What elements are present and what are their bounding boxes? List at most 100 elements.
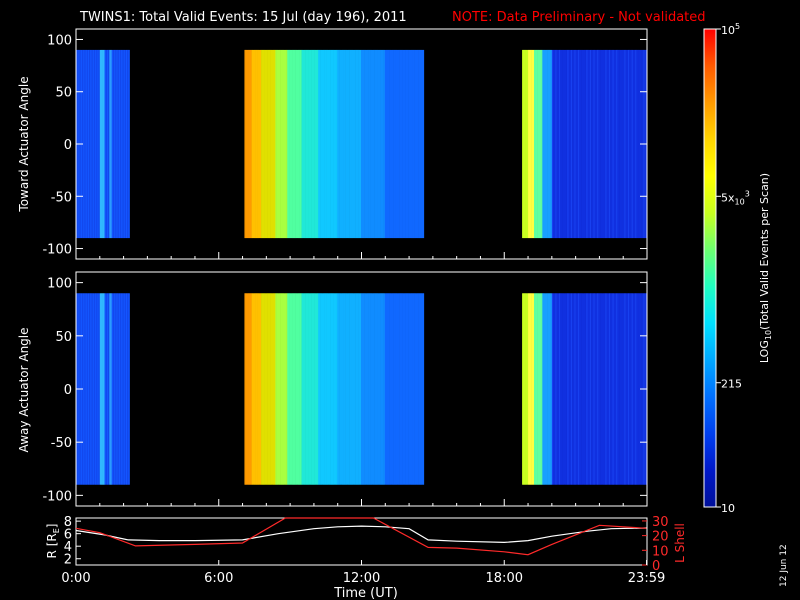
- heatmap-cell: [286, 49, 288, 239]
- heatmap-cell: [529, 293, 531, 485]
- heatmap-cell: [592, 293, 594, 485]
- heatmap-cell: [365, 293, 368, 485]
- heatmap-cell: [396, 293, 399, 485]
- colorbar-strip: [704, 29, 716, 507]
- heatmap-cell: [306, 49, 308, 239]
- heatmap-cell: [375, 49, 377, 239]
- heatmap-cell: [631, 293, 634, 485]
- heatmap-cell: [84, 49, 86, 239]
- heatmap-cell: [281, 293, 283, 485]
- heatmap-cell: [244, 293, 246, 485]
- heatmap-cell: [598, 49, 600, 239]
- heatmap-cell: [365, 49, 368, 239]
- heatmap-cell: [413, 49, 415, 239]
- colorbar-frame: [703, 28, 717, 508]
- heatmap-cell: [273, 293, 275, 485]
- heatmap-cell: [548, 49, 550, 239]
- heatmap-cell: [350, 293, 352, 485]
- heatmap-cell: [591, 49, 593, 239]
- data-note: NOTE: Data Preliminary - Not validated: [452, 10, 706, 25]
- heatmap-cell: [327, 293, 330, 485]
- heatmap-cell: [296, 49, 299, 239]
- heatmap-cell: [313, 293, 315, 485]
- heatmap-cell: [582, 49, 585, 239]
- r-tick-label: 8: [64, 515, 72, 530]
- heatmap-cell: [98, 49, 101, 239]
- l-shell-tick-label: 10: [652, 544, 669, 559]
- heatmap-cell: [336, 49, 338, 239]
- heatmap-cell: [359, 49, 362, 239]
- heatmap-cell: [566, 293, 568, 485]
- heatmap-cell: [123, 49, 126, 239]
- heatmap-cell: [364, 49, 367, 239]
- time-tick-label: 12:00: [343, 571, 380, 586]
- heatmap-cell: [564, 293, 567, 485]
- heatmap-cell: [412, 49, 414, 239]
- heatmap-cell: [541, 49, 543, 239]
- heatmap-cell: [635, 293, 637, 485]
- colorbar-tick-label: 5x103: [721, 189, 750, 206]
- heatmap-cell: [371, 49, 374, 239]
- heatmap-cell: [531, 293, 534, 485]
- heatmap-cell: [315, 293, 318, 485]
- heatmap-cell: [588, 49, 591, 239]
- heatmap-cell: [561, 293, 563, 485]
- heatmap-cell: [378, 293, 381, 485]
- heatmap-cell: [256, 293, 258, 485]
- heatmap-cell: [292, 49, 294, 239]
- heatmap-cell: [629, 293, 631, 485]
- heatmap-cell: [606, 49, 609, 239]
- heatmap-cell: [569, 49, 572, 239]
- heatmap-cell: [110, 49, 112, 239]
- heatmap-cell: [412, 293, 414, 485]
- heatmap-cell: [374, 49, 376, 239]
- heatmap-cell: [533, 49, 536, 239]
- l-shell-tick-label: 0: [652, 559, 660, 574]
- heatmap-cell: [587, 293, 590, 485]
- heatmap-cell: [525, 49, 528, 239]
- heatmap-cell: [280, 49, 282, 239]
- heatmap-cell: [100, 49, 103, 239]
- chart-title: TWINS1: Total Valid Events: 15 Jul (day …: [79, 10, 407, 25]
- heatmap-cell: [568, 293, 570, 485]
- heatmap-cell: [325, 293, 327, 485]
- heatmap-cell: [270, 49, 273, 239]
- y-tick-label: 100: [47, 277, 72, 292]
- heatmap-cell: [554, 293, 556, 485]
- heatmap-cell: [610, 49, 612, 239]
- heatmap-cell: [339, 49, 342, 239]
- heatmap-cell: [295, 49, 298, 239]
- colorbar: 105 5x103 215 10 LOG10(Total Valid Events p…: [703, 22, 773, 515]
- heatmap-cell: [331, 49, 333, 239]
- heatmap-cell: [606, 293, 609, 485]
- heatmap-cell: [343, 49, 345, 239]
- heatmap-cell: [341, 293, 344, 485]
- heatmap-cell: [301, 293, 304, 485]
- orbit-lines: [75, 517, 647, 556]
- heatmap-cell: [620, 293, 623, 485]
- heatmap-cell: [290, 293, 293, 485]
- heatmap-cell: [116, 49, 118, 239]
- heatmap-cell: [255, 49, 257, 239]
- heatmap-cell: [576, 49, 579, 239]
- heatmap-cell: [602, 293, 605, 485]
- heatmap-cell: [406, 293, 408, 485]
- heatmap-cell: [409, 293, 412, 485]
- heatmap-cell: [602, 49, 605, 239]
- heatmap-cell: [604, 49, 606, 239]
- heatmap-cell: [390, 293, 393, 485]
- colorbar-label: LOG10(Total Valid Events per Scan): [758, 173, 773, 363]
- heatmap-cell: [363, 49, 365, 239]
- heatmap-cell: [319, 293, 321, 485]
- heatmap-cell: [282, 293, 284, 485]
- heatmap-cell: [612, 49, 614, 239]
- time-tick-label: 18:00: [486, 571, 523, 586]
- heatmap-cell: [407, 293, 409, 485]
- heatmap-cell: [600, 293, 603, 485]
- heatmap-cell: [581, 293, 584, 485]
- heatmap-cell: [125, 293, 128, 485]
- heatmap-cell: [351, 293, 353, 485]
- heatmap-cell: [560, 293, 562, 485]
- heatmap-cell: [117, 293, 120, 485]
- heatmap-cell: [276, 49, 279, 239]
